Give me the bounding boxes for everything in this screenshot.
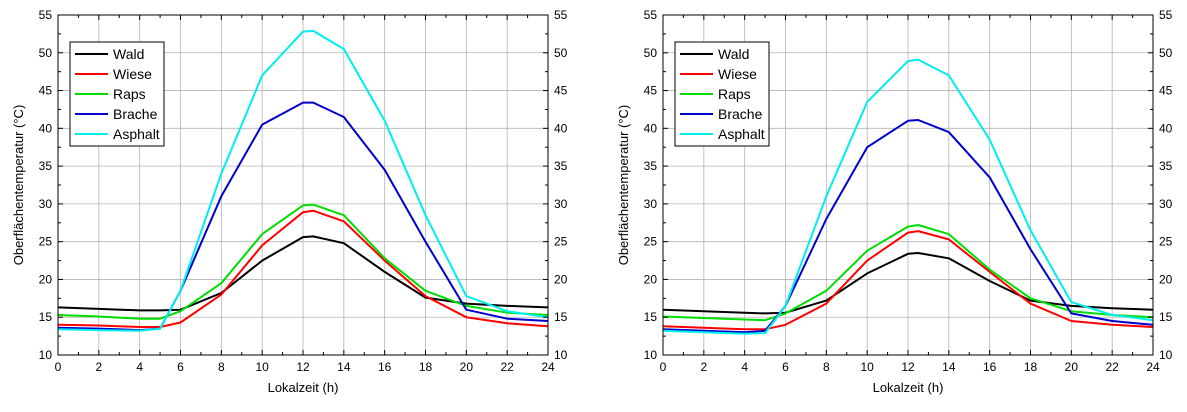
- x-tick-label: 6: [782, 360, 789, 374]
- y-tick-label-right: 50: [1159, 46, 1173, 60]
- x-tick-label: 4: [136, 360, 143, 374]
- x-tick-label: 24: [1146, 360, 1160, 374]
- x-axis-label: Lokalzeit (h): [873, 380, 944, 395]
- series-line-wiese: [57, 209, 549, 328]
- legend-label-raps: Raps: [718, 86, 751, 102]
- y-tick-label-left: 30: [39, 197, 53, 211]
- y-tick-label-left: 35: [644, 159, 658, 173]
- x-tick-label: 8: [823, 360, 830, 374]
- series-line-wald: [662, 252, 1154, 315]
- x-tick-label: 16: [378, 360, 392, 374]
- y-tick-label-left: 50: [644, 46, 658, 60]
- y-axis-label: Oberflächentemperatur (°C): [11, 105, 26, 266]
- y-tick-label-left: 30: [644, 197, 658, 211]
- y-tick-label-left: 45: [644, 84, 658, 98]
- y-tick-label-right: 25: [554, 235, 568, 249]
- legend-label-wald: Wald: [718, 46, 749, 62]
- y-tick-label-right: 15: [554, 310, 568, 324]
- y-tick-label-right: 40: [1159, 121, 1173, 135]
- x-tick-label: 2: [95, 360, 102, 374]
- y-tick-label-left: 35: [39, 159, 53, 173]
- y-tick-label-left: 25: [39, 235, 53, 249]
- x-tick-label: 20: [460, 360, 474, 374]
- legend-label-asphalt: Asphalt: [113, 126, 160, 142]
- y-tick-label-right: 35: [554, 159, 568, 173]
- x-tick-label: 20: [1065, 360, 1079, 374]
- y-tick-label-right: 55: [1159, 8, 1173, 22]
- x-tick-label: 2: [700, 360, 707, 374]
- x-tick-label: 12: [296, 360, 310, 374]
- y-tick-label-right: 15: [1159, 310, 1173, 324]
- y-tick-label-left: 55: [39, 8, 53, 22]
- y-tick-label-left: 50: [39, 46, 53, 60]
- y-tick-label-left: 25: [644, 235, 658, 249]
- x-tick-label: 24: [541, 360, 555, 374]
- y-tick-label-right: 30: [1159, 197, 1173, 211]
- x-tick-label: 4: [741, 360, 748, 374]
- x-tick-label: 18: [1024, 360, 1038, 374]
- legend-label-brache: Brache: [718, 106, 763, 122]
- x-tick-label: 8: [218, 360, 225, 374]
- y-tick-label-right: 20: [1159, 272, 1173, 286]
- y-tick-label-right: 20: [554, 272, 568, 286]
- y-tick-label-left: 40: [39, 121, 53, 135]
- y-tick-label-right: 10: [554, 348, 568, 362]
- y-tick-label-left: 20: [39, 272, 53, 286]
- series-line-asphalt: [662, 58, 1154, 335]
- series-line-raps: [57, 203, 549, 320]
- y-tick-label-right: 30: [554, 197, 568, 211]
- y-tick-label-left: 45: [39, 84, 53, 98]
- y-tick-label-right: 45: [554, 84, 568, 98]
- series-line-raps: [662, 224, 1154, 322]
- y-tick-label-right: 50: [554, 46, 568, 60]
- x-tick-label: 16: [983, 360, 997, 374]
- y-tick-label-right: 55: [554, 8, 568, 22]
- x-tick-label: 12: [901, 360, 915, 374]
- legend: Wald Wiese Raps Brache Asphalt: [674, 41, 770, 147]
- x-axis-label: Lokalzeit (h): [268, 380, 339, 395]
- legend-label-wiese: Wiese: [113, 66, 152, 82]
- y-tick-label-left: 20: [644, 272, 658, 286]
- series-line-brache: [662, 119, 1154, 334]
- y-tick-label-right: 10: [1159, 348, 1173, 362]
- x-tick-label: 22: [1105, 360, 1119, 374]
- y-axis-label: Oberflächentemperatur (°C): [616, 105, 631, 266]
- y-tick-label-left: 55: [644, 8, 658, 22]
- x-tick-label: 18: [419, 360, 433, 374]
- y-tick-label-left: 15: [39, 310, 53, 324]
- legend-label-asphalt: Asphalt: [718, 126, 765, 142]
- series-line-wiese: [662, 230, 1154, 331]
- y-tick-label-left: 15: [644, 310, 658, 324]
- series-line-asphalt: [57, 29, 549, 332]
- x-tick-label: 14: [942, 360, 956, 374]
- x-tick-label: 10: [860, 360, 874, 374]
- y-tick-label-right: 45: [1159, 84, 1173, 98]
- x-tick-label: 0: [55, 360, 62, 374]
- y-tick-label-right: 40: [554, 121, 568, 135]
- y-tick-label-right: 25: [1159, 235, 1173, 249]
- x-tick-label: 10: [255, 360, 269, 374]
- legend: Wald Wiese Raps Brache Asphalt: [69, 41, 165, 147]
- y-tick-label-right: 35: [1159, 159, 1173, 173]
- legend-label-wiese: Wiese: [718, 66, 757, 82]
- y-tick-label-left: 40: [644, 121, 658, 135]
- x-tick-label: 14: [337, 360, 351, 374]
- legend-label-wald: Wald: [113, 46, 144, 62]
- legend-label-brache: Brache: [113, 106, 158, 122]
- x-tick-label: 0: [660, 360, 667, 374]
- y-tick-label-left: 10: [39, 348, 53, 362]
- x-tick-label: 22: [500, 360, 514, 374]
- y-tick-label-left: 10: [644, 348, 658, 362]
- x-tick-label: 6: [177, 360, 184, 374]
- legend-label-raps: Raps: [113, 86, 146, 102]
